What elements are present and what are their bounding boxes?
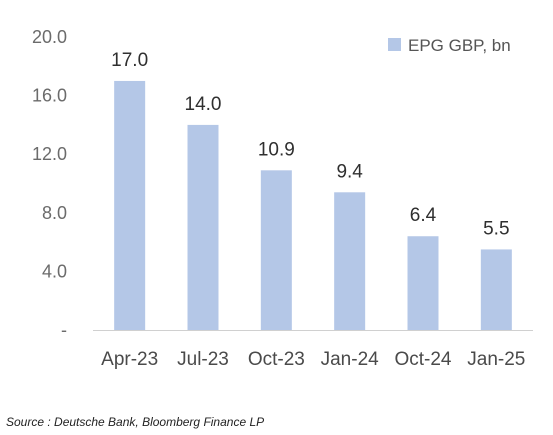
x-tick-label: Jul-23 <box>177 349 229 370</box>
y-tick-label: - <box>61 320 67 340</box>
x-tick-label: Jan-25 <box>467 349 525 370</box>
bar-value-label: 9.4 <box>336 161 363 182</box>
x-axis: Apr-23 Jul-23 Oct-23 Jan-24 Oct-24 Jan-25 <box>101 349 525 370</box>
bar <box>114 80 146 330</box>
x-tick-label: Apr-23 <box>101 349 158 370</box>
y-tick-label: 8.0 <box>42 203 67 223</box>
y-axis: - 4.0 8.0 12.0 16.0 20.0 <box>32 27 67 340</box>
y-tick-label: 4.0 <box>42 261 67 281</box>
x-tick-label: Oct-24 <box>394 349 451 370</box>
y-tick-label: 16.0 <box>32 86 67 106</box>
legend: EPG GBP, bn <box>388 36 511 55</box>
bar <box>260 170 292 330</box>
legend-swatch <box>388 38 401 51</box>
bar-value-label: 6.4 <box>410 205 437 226</box>
bar-value-label: 17.0 <box>111 50 148 71</box>
y-tick-label: 12.0 <box>32 144 67 164</box>
bar-value-label: 10.9 <box>258 139 295 160</box>
y-tick-label: 20.0 <box>32 27 67 47</box>
bar <box>187 124 219 331</box>
bar-value-label: 5.5 <box>483 218 509 239</box>
bar-series: 17.0 14.0 10.9 9.4 6.4 5.5 <box>111 50 512 331</box>
x-tick-label: Jan-24 <box>321 349 380 370</box>
bar <box>407 236 439 330</box>
bar <box>480 249 512 330</box>
legend-label: EPG GBP, bn <box>408 36 511 55</box>
x-tick-label: Oct-23 <box>248 349 305 370</box>
bar-value-label: 14.0 <box>185 94 222 115</box>
bar-chart: - 4.0 8.0 12.0 16.0 20.0 17.0 14.0 10.9 9.4 6.4 5.… <box>32 27 533 370</box>
bar <box>334 192 366 330</box>
source-note: Source : Deutsche Bank, Bloomberg Financ… <box>6 415 265 429</box>
